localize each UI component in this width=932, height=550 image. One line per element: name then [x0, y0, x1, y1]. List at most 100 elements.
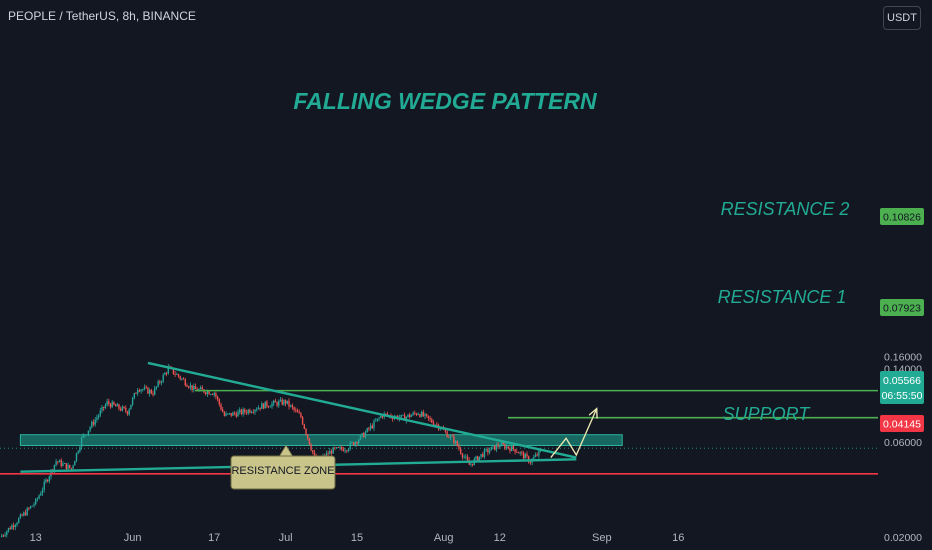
candle-body [335, 447, 338, 449]
candle-body [298, 412, 300, 414]
candle-body [512, 445, 515, 450]
candle-body [232, 412, 234, 416]
resistance-zone-box [19, 434, 623, 446]
candle-body [460, 449, 462, 454]
candle-body [305, 428, 307, 435]
candle-body [9, 527, 11, 530]
candle-body [313, 452, 316, 456]
candle-body [75, 453, 78, 462]
candle-body [126, 411, 129, 415]
candle-body [247, 409, 249, 414]
candle-body [482, 454, 484, 457]
support-tag: 0.04145 [883, 419, 921, 431]
candle-body [281, 399, 283, 405]
currency-button[interactable]: USDT [883, 6, 921, 30]
resistance-2-tag-box [880, 208, 924, 225]
candle-body [60, 460, 62, 466]
candle-body [228, 413, 231, 414]
candle-body [199, 387, 202, 390]
time-axis[interactable]: 13 Jun 17 Jul 15 Aug 12 Sep 16 [30, 532, 685, 544]
candle-body [380, 416, 382, 418]
candle-body [245, 412, 248, 414]
candle-body [150, 389, 152, 394]
candle-body [310, 444, 312, 451]
candle-body [308, 438, 311, 445]
candle-body [446, 431, 448, 438]
candle-body [291, 405, 294, 408]
candle-body [69, 464, 71, 468]
candle-body [7, 527, 10, 532]
candle-body [375, 420, 377, 422]
candle-body [415, 413, 418, 415]
candle-body [220, 404, 222, 410]
candle-body [142, 389, 144, 391]
support-tag-box [880, 415, 924, 432]
candle-body [341, 446, 343, 450]
candle-body [497, 444, 499, 447]
candle-body [471, 463, 474, 465]
candle-body [28, 508, 30, 510]
candle-body [432, 422, 435, 426]
candle-body [381, 416, 384, 418]
candle-body [118, 404, 120, 409]
candle-body [53, 464, 56, 472]
candle-body [250, 412, 253, 413]
candle-body [18, 518, 20, 523]
resistance-2-label: RESISTANCE 2 [721, 199, 850, 219]
candle-body [499, 446, 501, 448]
candle-body [307, 434, 309, 439]
candle-body [385, 413, 387, 415]
candle-body [19, 514, 22, 519]
candle-body [157, 381, 159, 387]
time-tick-label: Jun [124, 532, 142, 544]
candle-body [256, 409, 258, 411]
candle-body [114, 404, 117, 407]
resistance-1-tag-box [880, 299, 924, 316]
candle-body [240, 409, 243, 415]
candle-body [80, 437, 83, 448]
candle-body [140, 389, 142, 392]
candle-body [538, 450, 540, 456]
candle-body [257, 407, 260, 410]
price-axis[interactable]: 0.160000.140000.120000.100000.060000.020… [878, 0, 932, 550]
candle-body [522, 452, 525, 459]
current-price-tag-box [880, 371, 924, 404]
candle-body [271, 403, 273, 407]
candle-body [48, 476, 50, 482]
candle-body [495, 444, 498, 450]
candle-body [125, 408, 127, 412]
candle-body [96, 417, 98, 420]
symbol-title[interactable]: PEOPLE / TetherUS, 8h, BINANCE [8, 9, 196, 23]
candle-body [477, 456, 479, 461]
candle-body [439, 429, 441, 431]
candle-body [89, 427, 91, 431]
candle-body [427, 415, 430, 419]
candle-body [448, 437, 450, 438]
candle-body [424, 413, 426, 417]
candle-body [487, 449, 489, 453]
zone-layer [0, 434, 878, 449]
candle-body [91, 421, 93, 428]
candle-body [405, 416, 407, 421]
candle-body [330, 450, 333, 454]
time-tick-label: 17 [208, 532, 220, 544]
candle-body [264, 401, 266, 409]
candle-body [354, 442, 356, 446]
wedge-upper-trendline [147, 361, 577, 459]
candle-body [347, 448, 350, 452]
candle-body [529, 462, 532, 463]
candle-body [358, 439, 360, 444]
candle-body [327, 453, 329, 455]
candle-body [58, 460, 61, 463]
candle-body [62, 463, 64, 466]
candle-body [123, 406, 125, 409]
candle-body [208, 391, 210, 395]
candle-body [41, 489, 44, 494]
candle-body [300, 413, 302, 418]
candle-body [254, 409, 256, 413]
candle-body [509, 448, 511, 452]
candle-body [130, 404, 132, 410]
candle-body [174, 373, 176, 375]
candle-body [193, 386, 195, 390]
